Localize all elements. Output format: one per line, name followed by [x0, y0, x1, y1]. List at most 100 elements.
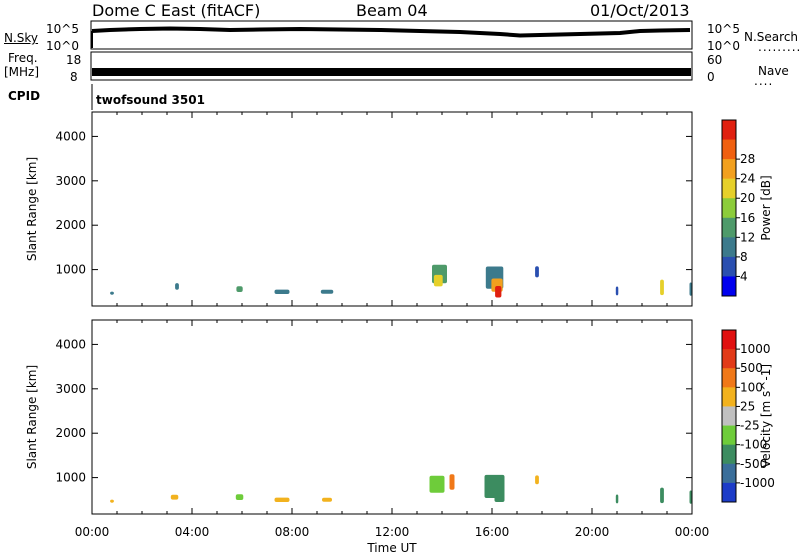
x-tick-label: 16:00 — [475, 525, 510, 539]
colorbar-segment — [722, 198, 736, 219]
colorbar-segment — [722, 463, 736, 484]
site-title: Dome C East (fitACF) — [92, 1, 261, 20]
colorbar-segment — [722, 482, 736, 503]
colorbar-segment — [722, 139, 736, 160]
colorbar-segment — [722, 444, 736, 465]
data-patch — [449, 474, 455, 490]
colorbar-tick-label: 12 — [740, 230, 755, 244]
y-tick-label: 3000 — [55, 382, 86, 396]
x-axis-label: Time UT — [366, 541, 417, 554]
data-patch — [175, 283, 179, 290]
colorbar-tick-label: -1000 — [740, 476, 775, 490]
data-patch — [170, 494, 179, 500]
velocity-panel: 00:00 04:00 08:00 12:00 16:00 20:00 00:00 1000 2… — [25, 319, 775, 554]
colorbar-segment — [722, 276, 736, 297]
freq-band — [92, 68, 691, 76]
freq-unit: [MHz] — [4, 65, 40, 79]
beam-label: Beam 04 — [356, 1, 428, 20]
colorbar-segment — [722, 425, 736, 446]
data-patch — [689, 282, 692, 296]
data-patch — [274, 497, 290, 502]
nave-label: Nave — [758, 64, 789, 78]
y-tick-label: 2000 — [55, 218, 86, 232]
y-tick-label: 1000 — [55, 471, 86, 485]
colorbar-segment — [722, 349, 736, 369]
x-tick-label: 20:00 — [575, 525, 610, 539]
data-patch — [236, 286, 243, 292]
colorbar-tick-label: 4 — [740, 269, 748, 283]
colorbar-label: Power [dB] — [759, 175, 773, 240]
nave-lo: 0 — [707, 70, 715, 84]
nsky-lo: 10^0 — [46, 39, 79, 53]
plot-frame — [91, 111, 693, 307]
colorbar-segment — [722, 256, 736, 277]
freq-panel — [90, 51, 693, 81]
data-patch — [615, 286, 619, 296]
colorbar-segment — [722, 178, 736, 199]
y-tick-label: 1000 — [55, 263, 86, 277]
colorbar-tick-label: 1000 — [740, 342, 771, 356]
y-tick-label: 4000 — [55, 337, 86, 351]
colorbar-segment — [722, 368, 736, 388]
nsky-label: N.Sky — [4, 31, 39, 45]
colorbar-tick-label: 100 — [740, 380, 763, 394]
freq-lo: 8 — [70, 70, 78, 84]
date-label: 01/Oct/2013 — [590, 1, 690, 20]
y-tick-label: 4000 — [55, 129, 86, 143]
data-patch — [495, 286, 502, 298]
data-patch — [429, 475, 445, 493]
data-patch — [660, 487, 664, 504]
data-patch — [433, 274, 443, 287]
power-panel: 1000 2000 3000 4000 Slant Range [km] 4 8 12 16 20… — [25, 111, 773, 307]
data-patch — [320, 289, 334, 294]
x-tick-label: 04:00 — [175, 525, 210, 539]
data-patch — [660, 279, 664, 296]
colorbar-segment — [722, 159, 736, 180]
data-patch — [235, 494, 244, 500]
nsearch-label: N.Search — [744, 30, 799, 44]
data-patch — [535, 475, 539, 485]
data-patch — [110, 291, 114, 295]
y-tick-label: 2000 — [55, 426, 86, 440]
colorbar-segment — [722, 387, 736, 407]
colorbar-frame — [721, 329, 737, 503]
nave-hi: 60 — [707, 53, 723, 67]
nsky-hi: 10^5 — [46, 22, 79, 36]
colorbar-frame — [721, 119, 737, 297]
colorbar-tick-label: 16 — [740, 211, 755, 225]
y-axis-label: Slant Range [km] — [25, 365, 39, 469]
freq-label: Freq. — [8, 51, 38, 65]
data-patch — [274, 289, 290, 294]
colorbar-segment — [722, 406, 736, 427]
colorbar-tick-label: 8 — [740, 250, 748, 264]
colorbar-tick-label: 500 — [740, 361, 763, 375]
colorbar-tick-label: -500 — [740, 457, 767, 471]
data-patch — [494, 488, 505, 502]
nsky-trace — [91, 26, 691, 38]
colorbar-segment — [722, 237, 736, 258]
data-patch — [615, 494, 619, 504]
data-patch — [689, 490, 692, 504]
x-tick-label: 00:00 — [75, 525, 110, 539]
colorbar-label: Velocity [m s^-1] — [759, 364, 773, 468]
colorbar-tick-label: 28 — [740, 152, 755, 166]
x-tick-label: 08:00 — [275, 525, 310, 539]
y-tick-label: 3000 — [55, 174, 86, 188]
y-axis-label: Slant Range [km] — [25, 157, 39, 261]
x-tick-label: 12:00 — [375, 525, 410, 539]
freq-hi: 18 — [66, 53, 82, 67]
colorbar-segment — [722, 330, 736, 350]
data-patch — [535, 266, 539, 278]
colorbar-tick-label: 20 — [740, 191, 755, 205]
cpid-value: twofsound 3501 — [96, 93, 205, 107]
cpid-label: CPID — [8, 89, 41, 103]
colorbar-tick-label: -100 — [740, 438, 767, 452]
colorbar-tick-label: 25 — [740, 399, 755, 413]
nsearch-lo: 10^0 — [707, 39, 740, 53]
nsearch-hi: 10^5 — [707, 22, 740, 36]
colorbar-tick-label: 24 — [740, 172, 755, 186]
nave-dots: .... — [754, 74, 774, 88]
data-patch — [322, 497, 332, 502]
colorbar-segment — [722, 217, 736, 238]
